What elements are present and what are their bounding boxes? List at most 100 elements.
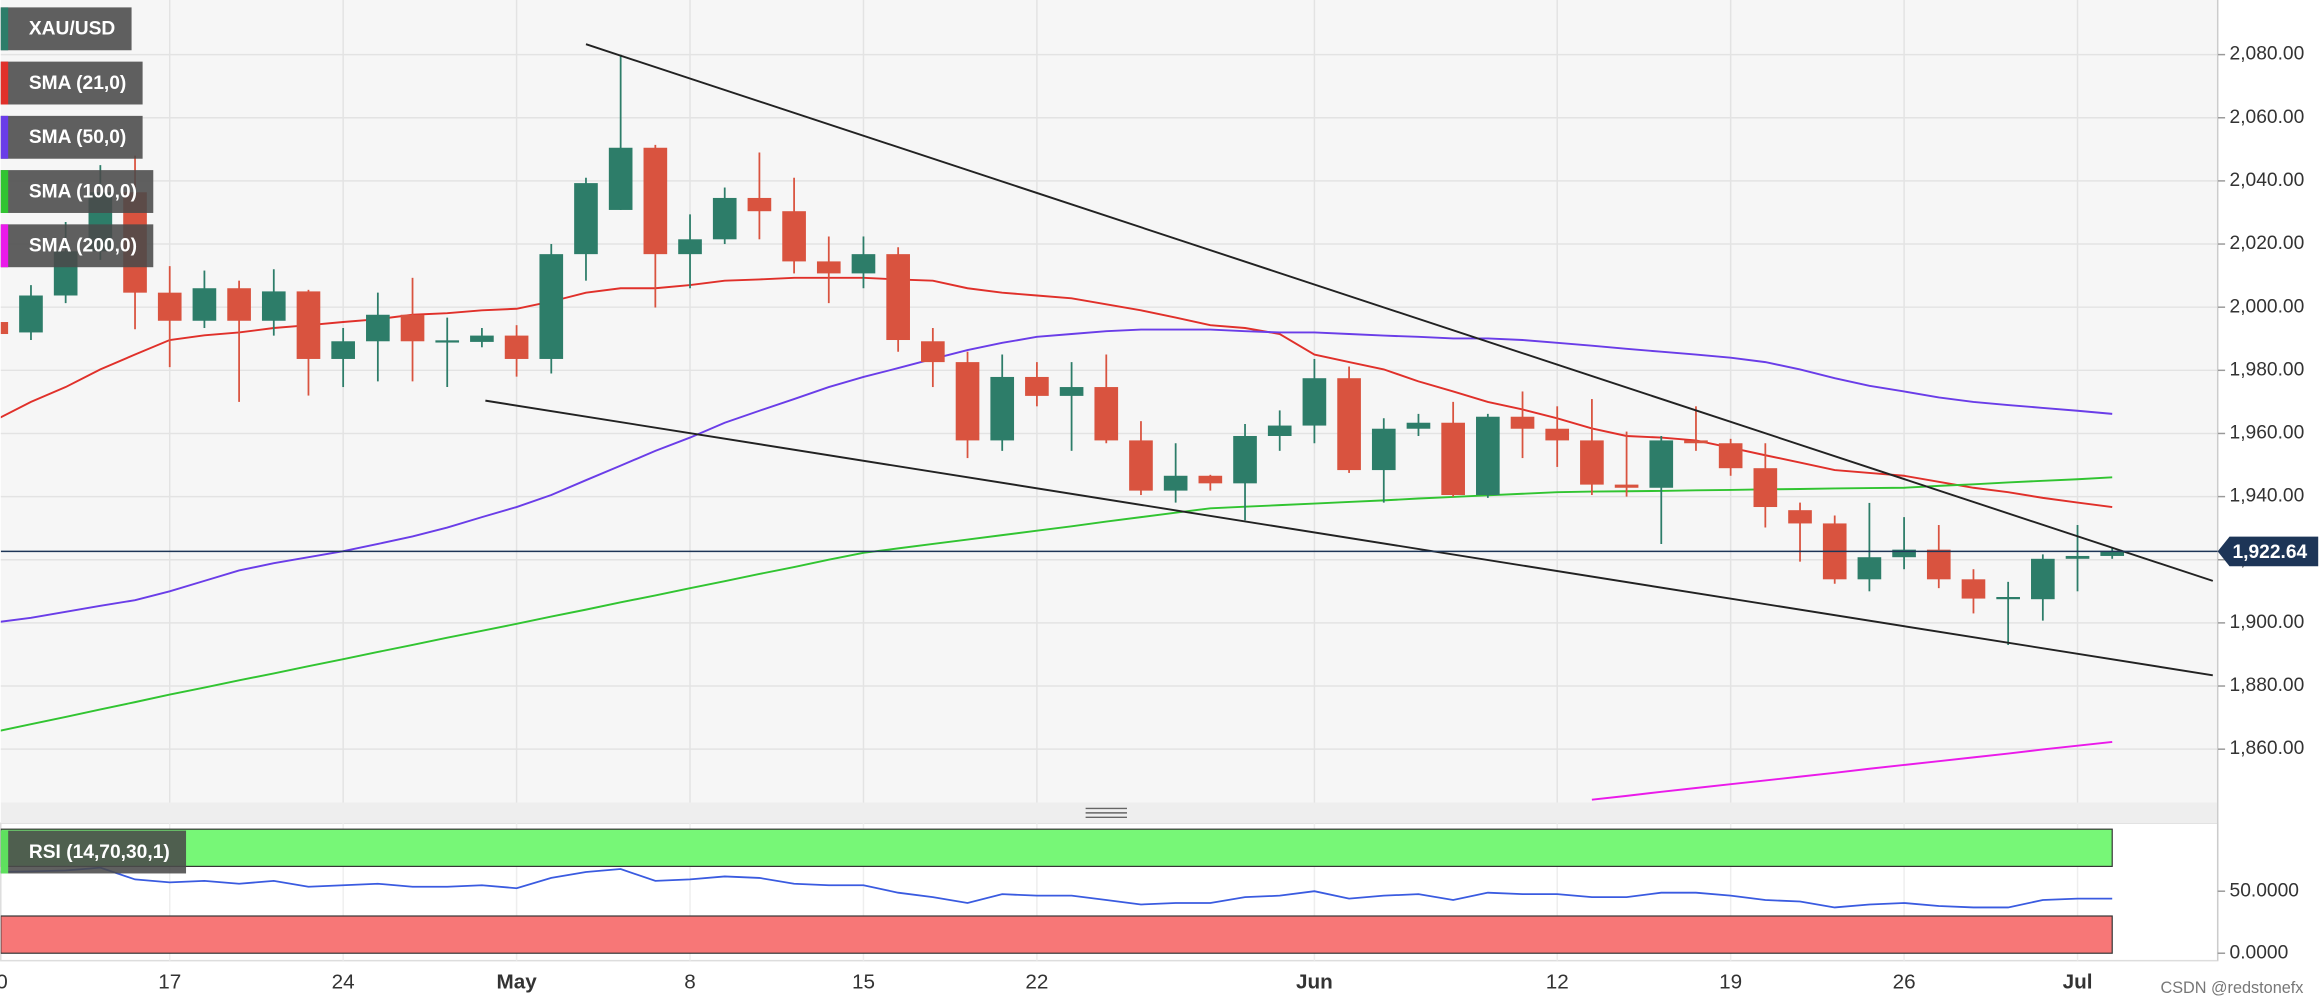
rsi-zone — [0, 915, 2113, 954]
candle-body — [1892, 549, 1916, 558]
legend-box — [0, 61, 143, 105]
candle-body — [331, 341, 355, 359]
legend-swatch — [0, 830, 9, 874]
x-tick-label: 24 — [332, 970, 355, 993]
legend-box — [0, 115, 143, 159]
candle-body — [296, 291, 321, 359]
legend-box — [0, 7, 132, 51]
candle-body — [886, 254, 910, 341]
candle-body — [261, 291, 286, 321]
x-tick-label: 19 — [1719, 970, 1742, 993]
candle-body — [1163, 475, 1188, 491]
sma-line — [0, 328, 2113, 623]
x-tick-label: Jun — [1296, 970, 1333, 993]
legend-label: SMA (21,0) — [29, 73, 126, 94]
grid — [0, 0, 2218, 961]
y-tick-label: 0.0000 — [2230, 942, 2289, 963]
sma-line — [0, 276, 2113, 508]
candle-body — [1510, 416, 1535, 429]
legend-item[interactable]: SMA (200,0) — [0, 224, 154, 268]
price-plot — [0, 43, 2218, 801]
x-tick-label: May — [496, 970, 537, 993]
rsi-line — [0, 866, 2113, 909]
legend-swatch — [0, 7, 9, 51]
legend-swatch — [0, 170, 9, 213]
candle-body — [2065, 555, 2090, 559]
candle-body — [608, 147, 633, 210]
candle-body — [2031, 558, 2055, 600]
legend-label: SMA (200,0) — [29, 236, 137, 257]
candle-body — [2100, 551, 2125, 556]
candle-body — [782, 211, 806, 262]
candle-body — [1857, 557, 1882, 580]
sma-line — [1591, 740, 2113, 801]
trendline — [485, 399, 2213, 677]
candle-body — [157, 292, 182, 321]
axes: 2,080.00 2,060.00 2,040.00 2,020.00 2,000.00… — [0, 44, 2319, 993]
candle-body — [435, 340, 460, 343]
last-price-tag — [2217, 536, 2319, 567]
legend-box — [0, 170, 154, 213]
candle-body — [1926, 549, 1951, 580]
legend-swatch — [0, 115, 9, 159]
candle-body — [1233, 435, 1257, 484]
legend: XAU/USD SMA (21,0) SMA (50,0) SMA (100,0) SM… — [0, 7, 187, 874]
candle-body — [678, 239, 702, 255]
legend-item[interactable]: RSI (14,70,30,1) — [0, 830, 187, 874]
candle-body — [1649, 440, 1674, 488]
y-tick-label: 1,900.00 — [2230, 612, 2305, 633]
legend-swatch — [0, 61, 9, 105]
candle-body — [1094, 387, 1119, 441]
legend-swatch — [0, 224, 9, 268]
y-tick-label: 1,880.00 — [2230, 675, 2305, 696]
candle-body — [1580, 440, 1604, 485]
candle-body — [1753, 468, 1778, 508]
x-tick-label: 10 — [0, 970, 8, 993]
candle-body — [1788, 510, 1812, 524]
candle-body — [643, 147, 668, 255]
candle-body — [1267, 425, 1292, 436]
candle-body — [921, 341, 945, 363]
watermark: CSDN @redstonefx — [2160, 979, 2303, 997]
candle-body — [1337, 378, 1361, 471]
legend-box — [0, 224, 154, 268]
candle-body — [1302, 378, 1327, 426]
x-tick-label: 26 — [1893, 970, 1916, 993]
candle-body — [955, 362, 980, 441]
legend-item[interactable]: SMA (100,0) — [0, 170, 154, 213]
y-tick-label: 2,000.00 — [2230, 296, 2305, 317]
legend-item[interactable]: SMA (50,0) — [0, 115, 143, 159]
resize-handle[interactable] — [1085, 807, 1127, 819]
x-tick-label: 17 — [158, 970, 181, 993]
y-tick-label: 1,860.00 — [2230, 738, 2305, 759]
legend-label: SMA (50,0) — [29, 127, 126, 148]
candle-body — [1476, 416, 1500, 496]
legend-label: SMA (100,0) — [29, 181, 137, 202]
candle-body — [851, 254, 876, 274]
candle-body — [1441, 422, 1465, 496]
candle-body — [1198, 475, 1223, 484]
candle-body — [0, 322, 9, 335]
rsi-plot — [0, 828, 2113, 954]
legend-item[interactable]: SMA (21,0) — [0, 61, 143, 105]
candle-body — [504, 335, 529, 359]
candle-body — [1025, 376, 1049, 396]
candle-body — [1129, 440, 1153, 491]
candle-body — [400, 314, 425, 342]
x-tick-label: 8 — [684, 970, 696, 993]
candle-body — [1961, 579, 1986, 599]
y-tick-label: 1,940.00 — [2230, 486, 2305, 507]
candle-body — [19, 295, 43, 333]
rsi-zone — [0, 828, 2113, 867]
legend-item[interactable]: XAU/USD — [0, 7, 132, 51]
candle-body — [990, 376, 1015, 441]
y-tick-label: 50.0000 — [2230, 880, 2299, 901]
candle-body — [574, 183, 598, 255]
legend-label: XAU/USD — [29, 19, 116, 40]
y-tick-label: 1,960.00 — [2230, 423, 2305, 444]
x-tick-label: 12 — [1546, 970, 1569, 993]
legend-label: RSI (14,70,30,1) — [29, 842, 170, 863]
candle-body — [539, 254, 564, 359]
